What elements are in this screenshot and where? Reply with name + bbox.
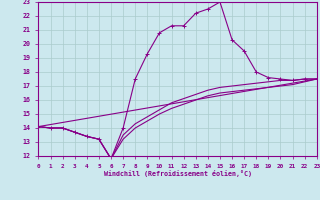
X-axis label: Windchill (Refroidissement éolien,°C): Windchill (Refroidissement éolien,°C) bbox=[104, 170, 252, 177]
